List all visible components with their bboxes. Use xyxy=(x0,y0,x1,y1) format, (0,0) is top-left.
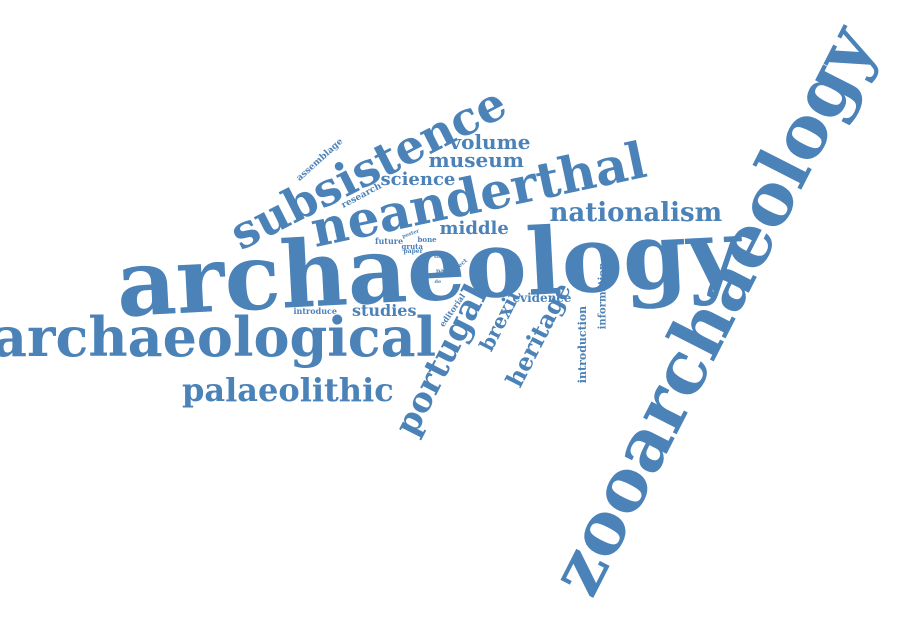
word-palaeolithic: palaeolithic xyxy=(182,374,394,406)
word-introduction: introduction xyxy=(577,305,588,382)
word-volume: volume xyxy=(450,132,531,152)
word-past: past xyxy=(436,269,450,275)
word-nationalism: nationalism xyxy=(550,200,723,226)
word-future: future xyxy=(375,237,403,245)
word-de: de xyxy=(435,280,442,285)
word-studies: studies xyxy=(352,303,416,319)
word-information: information xyxy=(598,263,608,330)
word-introduce: introduce xyxy=(294,307,337,315)
word-evidence: evidence xyxy=(513,292,572,304)
word-paper: paper xyxy=(404,249,423,255)
word-middle: middle xyxy=(440,220,509,238)
word-site: site xyxy=(434,255,444,260)
word-science: science xyxy=(381,171,456,189)
